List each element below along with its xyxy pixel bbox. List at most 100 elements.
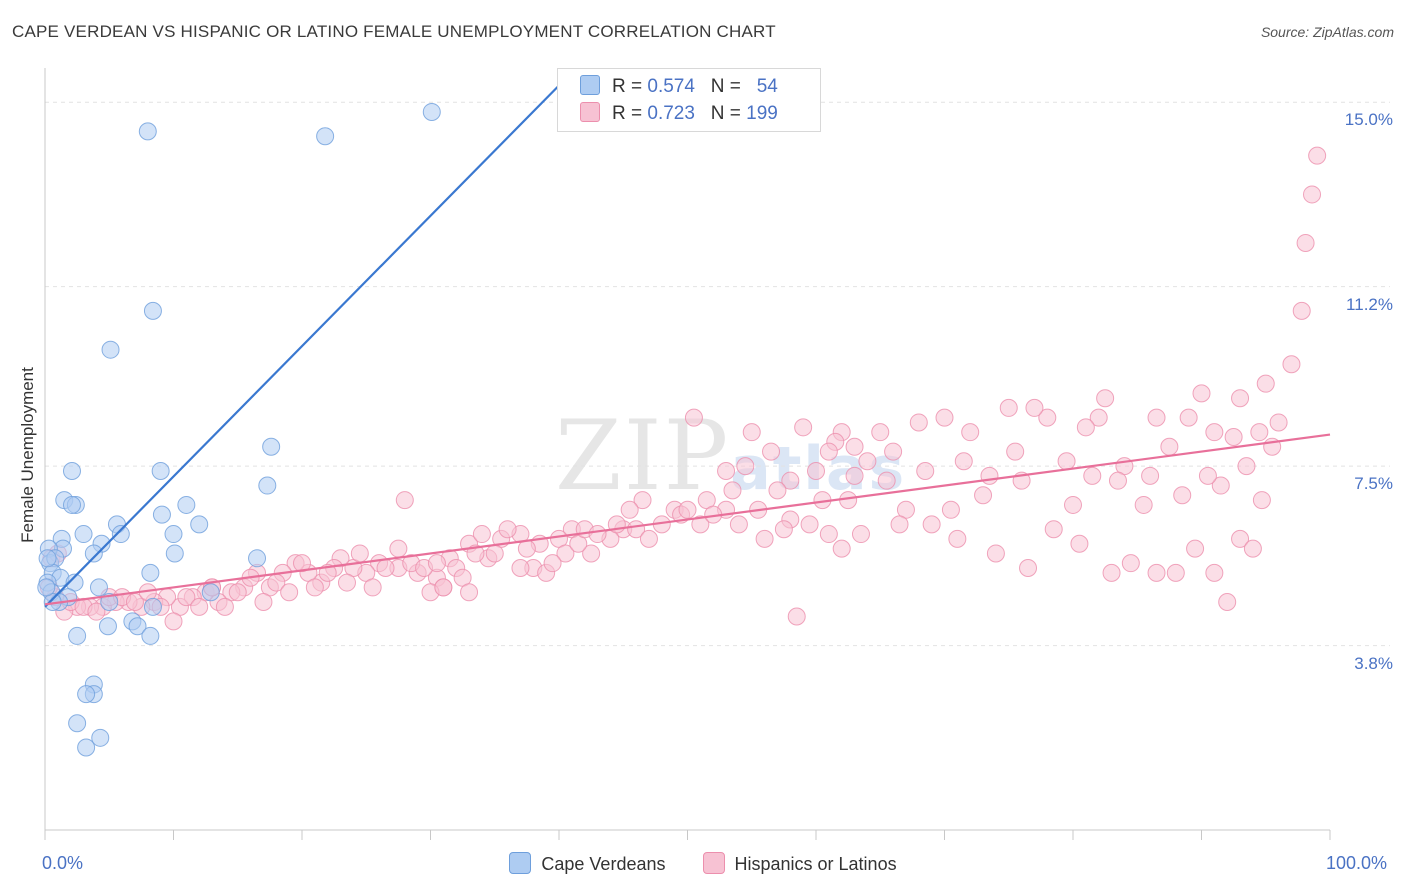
- capeverdean-point: [151, 461, 170, 480]
- legend-r-value: 0.574: [647, 76, 695, 97]
- capeverdean-point: [152, 505, 171, 524]
- legend-item-capeverdeans[interactable]: Cape Verdeans: [509, 852, 665, 875]
- hispanic-point: [742, 423, 761, 442]
- y-tick-label: 15.0%: [1344, 110, 1393, 130]
- hispanic-point: [190, 597, 209, 616]
- capeverdean-point: [143, 597, 162, 616]
- capeverdean-point: [164, 525, 183, 544]
- series-legend: Cape Verdeans Hispanics or Latinos: [0, 852, 1406, 875]
- hispanic-point: [1252, 491, 1271, 510]
- capeverdean-point: [201, 583, 220, 602]
- hispanic-point: [1019, 559, 1038, 578]
- hispanic-point: [980, 466, 999, 485]
- hispanic-point: [851, 525, 870, 544]
- hispanic-point: [582, 544, 601, 563]
- capeverdean-point: [89, 578, 108, 597]
- hispanic-point: [819, 525, 838, 544]
- hispanic-point: [1218, 592, 1237, 611]
- hispanic-point: [781, 471, 800, 490]
- hispanic-point: [639, 529, 658, 548]
- axes: [44, 68, 1331, 840]
- hispanic-point: [1308, 146, 1327, 165]
- hispanic-point: [376, 559, 395, 578]
- capeverdean-point: [111, 525, 130, 544]
- hispanic-point: [280, 583, 299, 602]
- hispanic-point: [395, 491, 414, 510]
- hispanic-point: [890, 515, 909, 534]
- hispanic-point: [1186, 539, 1205, 558]
- hispanic-point: [961, 423, 980, 442]
- hispanic-point: [427, 554, 446, 573]
- legend-swatch-blue: [580, 75, 600, 95]
- hispanic-point: [1292, 301, 1311, 320]
- hispanic-point: [460, 583, 479, 602]
- hispanic-point: [1147, 563, 1166, 582]
- capeverdean-point: [128, 617, 147, 636]
- capeverdean-point: [138, 122, 157, 141]
- hispanic-point: [543, 554, 562, 573]
- capeverdean-point: [68, 714, 87, 733]
- hispanic-point: [1243, 539, 1262, 558]
- hispanic-point: [164, 612, 183, 631]
- hispanic-point: [684, 408, 703, 427]
- capeverdean-point: [37, 578, 56, 597]
- hispanic-point: [1269, 413, 1288, 432]
- hispanic-point: [556, 544, 575, 563]
- legend-swatch-pink: [580, 102, 600, 122]
- series-capeverdean-points: [37, 102, 441, 757]
- legend-label-hispanics: Hispanics or Latinos: [734, 854, 897, 874]
- hispanic-point: [845, 466, 864, 485]
- capeverdean-point: [77, 685, 96, 704]
- hispanic-point: [1076, 418, 1095, 437]
- legend-swatch-pink: [702, 852, 725, 874]
- legend-row-capeverdean: R = 0.574 N = 54: [580, 75, 778, 99]
- grid-lines: [45, 101, 1390, 647]
- y-tick-label: 11.2%: [1346, 294, 1393, 314]
- chart-title: CAPE VERDEAN VS HISPANIC OR LATINO FEMAL…: [12, 22, 776, 41]
- hispanic-point: [935, 408, 954, 427]
- hispanic-point: [974, 486, 993, 505]
- capeverdean-point: [141, 626, 160, 645]
- hispanic-point: [1121, 554, 1140, 573]
- hispanic-point: [1044, 520, 1063, 539]
- hispanic-point: [1057, 452, 1076, 471]
- hispanic-point: [819, 442, 838, 461]
- hispanic-point: [1147, 408, 1166, 427]
- legend-n-value: 199: [746, 103, 778, 124]
- capeverdean-point: [258, 476, 277, 495]
- series-hispanics-points: [39, 146, 1327, 631]
- hispanic-point: [1006, 442, 1025, 461]
- hispanic-point: [1296, 233, 1315, 252]
- hispanic-point: [877, 471, 896, 490]
- hispanic-point: [1083, 466, 1102, 485]
- capeverdean-point: [84, 544, 103, 563]
- hispanic-point: [916, 461, 935, 480]
- hispanic-point: [1205, 563, 1224, 582]
- hispanic-point: [1179, 408, 1198, 427]
- legend-item-hispanics[interactable]: Hispanics or Latinos: [702, 852, 897, 875]
- trend-lines: [44, 82, 1331, 608]
- hispanic-point: [832, 539, 851, 558]
- hispanic-point: [215, 597, 234, 616]
- hispanic-point: [511, 559, 530, 578]
- hispanic-point: [1173, 486, 1192, 505]
- y-axis-label: Female Unemployment: [18, 367, 37, 543]
- capeverdean-point: [91, 728, 110, 747]
- hispanic-point: [736, 457, 755, 476]
- hispanic-point: [729, 515, 748, 534]
- hispanic-point: [1096, 389, 1115, 408]
- hispanic-point: [1166, 563, 1185, 582]
- legend-n-label: N =: [710, 103, 747, 124]
- hispanic-trend-line: [44, 433, 1331, 606]
- hispanic-point: [800, 515, 819, 534]
- hispanic-point: [1160, 437, 1179, 456]
- hispanic-point: [1134, 495, 1153, 514]
- hispanic-point: [691, 515, 710, 534]
- hispanic-point: [871, 423, 890, 442]
- hispanic-point: [498, 520, 517, 539]
- hispanic-point: [1256, 374, 1275, 393]
- hispanic-point: [588, 525, 607, 544]
- x-tick-label-min: 0.0%: [42, 853, 84, 873]
- hispanic-point: [1141, 466, 1160, 485]
- capeverdean-point: [101, 340, 120, 359]
